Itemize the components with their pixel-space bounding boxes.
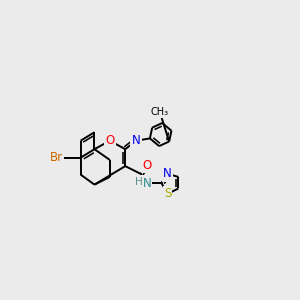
Text: N: N [132,134,140,147]
Text: S: S [164,187,171,200]
Text: O: O [142,159,152,172]
Text: N: N [163,167,172,180]
Text: N: N [142,177,151,190]
Text: O: O [105,134,115,147]
Text: Br: Br [50,151,63,164]
Text: CH₃: CH₃ [151,107,169,117]
Text: H: H [135,176,143,187]
